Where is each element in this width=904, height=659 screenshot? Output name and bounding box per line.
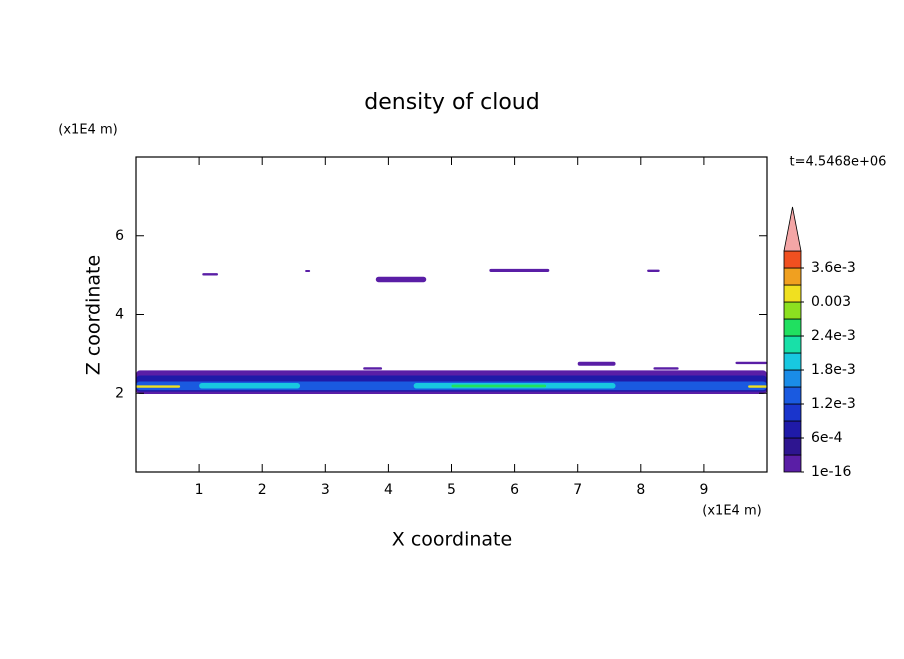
colorbar-tick-label: 0.003	[811, 294, 851, 310]
colorbar-band	[783, 352, 802, 371]
colorbar-band	[783, 284, 802, 303]
x-tick-label: 6	[510, 482, 519, 498]
colorbar-band	[783, 454, 802, 473]
x-tick-label: 3	[321, 482, 330, 498]
contour-region	[489, 268, 550, 272]
x-tick-label: 1	[195, 482, 204, 498]
x-tick-label: 2	[258, 482, 267, 498]
contour-region	[202, 273, 219, 276]
colorbar-extension	[783, 206, 802, 252]
colorbar-tick-label: 1.2e-3	[811, 396, 856, 412]
x-unit: (x1E4 m)	[702, 504, 761, 519]
contour-region	[136, 385, 181, 388]
colorbar-band	[783, 437, 802, 456]
colorbar-band	[783, 250, 802, 269]
colorbar-band	[783, 420, 802, 439]
colorbar-tick-label: 1.8e-3	[811, 362, 856, 378]
x-tick-label: 8	[636, 482, 645, 498]
colorbar-band	[783, 318, 802, 337]
colorbar-band	[783, 301, 802, 320]
x-tick-label: 4	[384, 482, 393, 498]
x-axis-label: X coordinate	[392, 529, 512, 551]
colorbar-band	[783, 335, 802, 354]
colorbar-tick-label: 1e-16	[811, 464, 851, 480]
contour-region	[451, 384, 547, 388]
contour-region	[735, 361, 767, 365]
y-unit: (x1E4 m)	[58, 123, 117, 138]
chart-title: density of cloud	[364, 90, 539, 115]
colorbar-band	[783, 267, 802, 286]
time-label: t=4.5468e+06	[790, 155, 887, 170]
plot-frame	[135, 156, 768, 473]
contour-region	[363, 367, 383, 370]
colorbar-tick-label: 6e-4	[811, 430, 843, 446]
y-tick-label: 6	[115, 228, 124, 244]
x-tick-label: 9	[699, 482, 708, 498]
contour-region	[647, 269, 660, 272]
contour-region	[375, 276, 427, 283]
colorbar-band	[783, 403, 802, 422]
contour-region	[199, 383, 301, 389]
contour-region	[748, 385, 767, 388]
x-tick-label: 5	[447, 482, 456, 498]
contour-region	[577, 361, 616, 366]
colorbar-tick-label: 2.4e-3	[811, 328, 856, 344]
contour-region	[653, 367, 679, 370]
colorbar-tick-label: 3.6e-3	[811, 260, 856, 276]
y-axis-label: Z coordinate	[83, 255, 105, 375]
contour-region	[305, 270, 311, 272]
colorbar-band	[783, 386, 802, 405]
colorbar-band	[783, 369, 802, 388]
y-tick-label: 4	[115, 307, 124, 323]
x-tick-label: 7	[573, 482, 582, 498]
y-tick-label: 2	[115, 385, 124, 401]
